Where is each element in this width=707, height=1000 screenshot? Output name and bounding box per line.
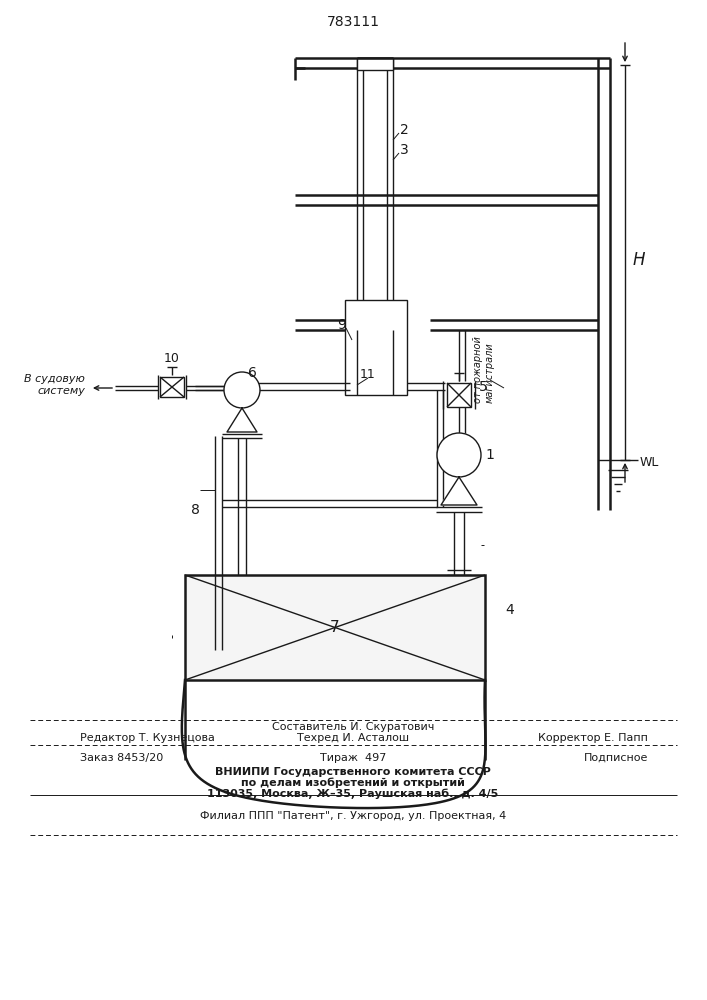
Text: Заказ 8453/20: Заказ 8453/20 — [80, 753, 163, 763]
Bar — [185, 575, 485, 680]
Text: Редактор Т. Кузнецова: Редактор Т. Кузнецова — [80, 733, 215, 743]
Text: 9: 9 — [337, 318, 346, 332]
Bar — [345, 300, 407, 395]
Circle shape — [224, 372, 260, 408]
Text: Подписное: Подписное — [583, 753, 648, 763]
Text: 6: 6 — [248, 366, 257, 380]
Text: 5: 5 — [479, 380, 488, 394]
Text: от пожарной
магистрали: от пожарной магистрали — [473, 337, 495, 403]
Text: 10: 10 — [164, 353, 180, 365]
Text: H: H — [633, 251, 645, 269]
Text: 783111: 783111 — [327, 15, 380, 29]
Text: Техред И. Асталош: Техред И. Асталош — [297, 733, 409, 743]
Text: 4: 4 — [505, 603, 514, 617]
Text: 113035, Москва, Ж–35, Раушская наб., д. 4/5: 113035, Москва, Ж–35, Раушская наб., д. … — [207, 789, 498, 799]
Text: 2: 2 — [400, 123, 409, 137]
Text: Филиал ППП "Патент", г. Ужгород, ул. Проектная, 4: Филиал ППП "Патент", г. Ужгород, ул. Про… — [200, 811, 506, 821]
Text: по делам изобретений и открытий: по делам изобретений и открытий — [241, 778, 465, 788]
Polygon shape — [441, 477, 477, 505]
Text: WL: WL — [640, 456, 660, 468]
Bar — [447, 383, 471, 407]
Polygon shape — [227, 408, 257, 432]
Text: Составитель И. Скуратович: Составитель И. Скуратович — [271, 722, 434, 732]
Text: ВНИИПИ Государственного комитета СССР: ВНИИПИ Государственного комитета СССР — [215, 767, 491, 777]
Text: Тираж  497: Тираж 497 — [320, 753, 386, 763]
Text: Корректор Е. Папп: Корректор Е. Папп — [538, 733, 648, 743]
Text: В судовую
систему: В судовую систему — [24, 374, 85, 396]
Bar — [357, 58, 393, 70]
Text: 8: 8 — [191, 503, 200, 517]
Circle shape — [437, 433, 481, 477]
Text: 3: 3 — [400, 143, 409, 157]
Text: 7: 7 — [330, 619, 340, 635]
Bar — [160, 377, 184, 397]
Text: 11: 11 — [360, 368, 375, 381]
Text: 1: 1 — [485, 448, 494, 462]
